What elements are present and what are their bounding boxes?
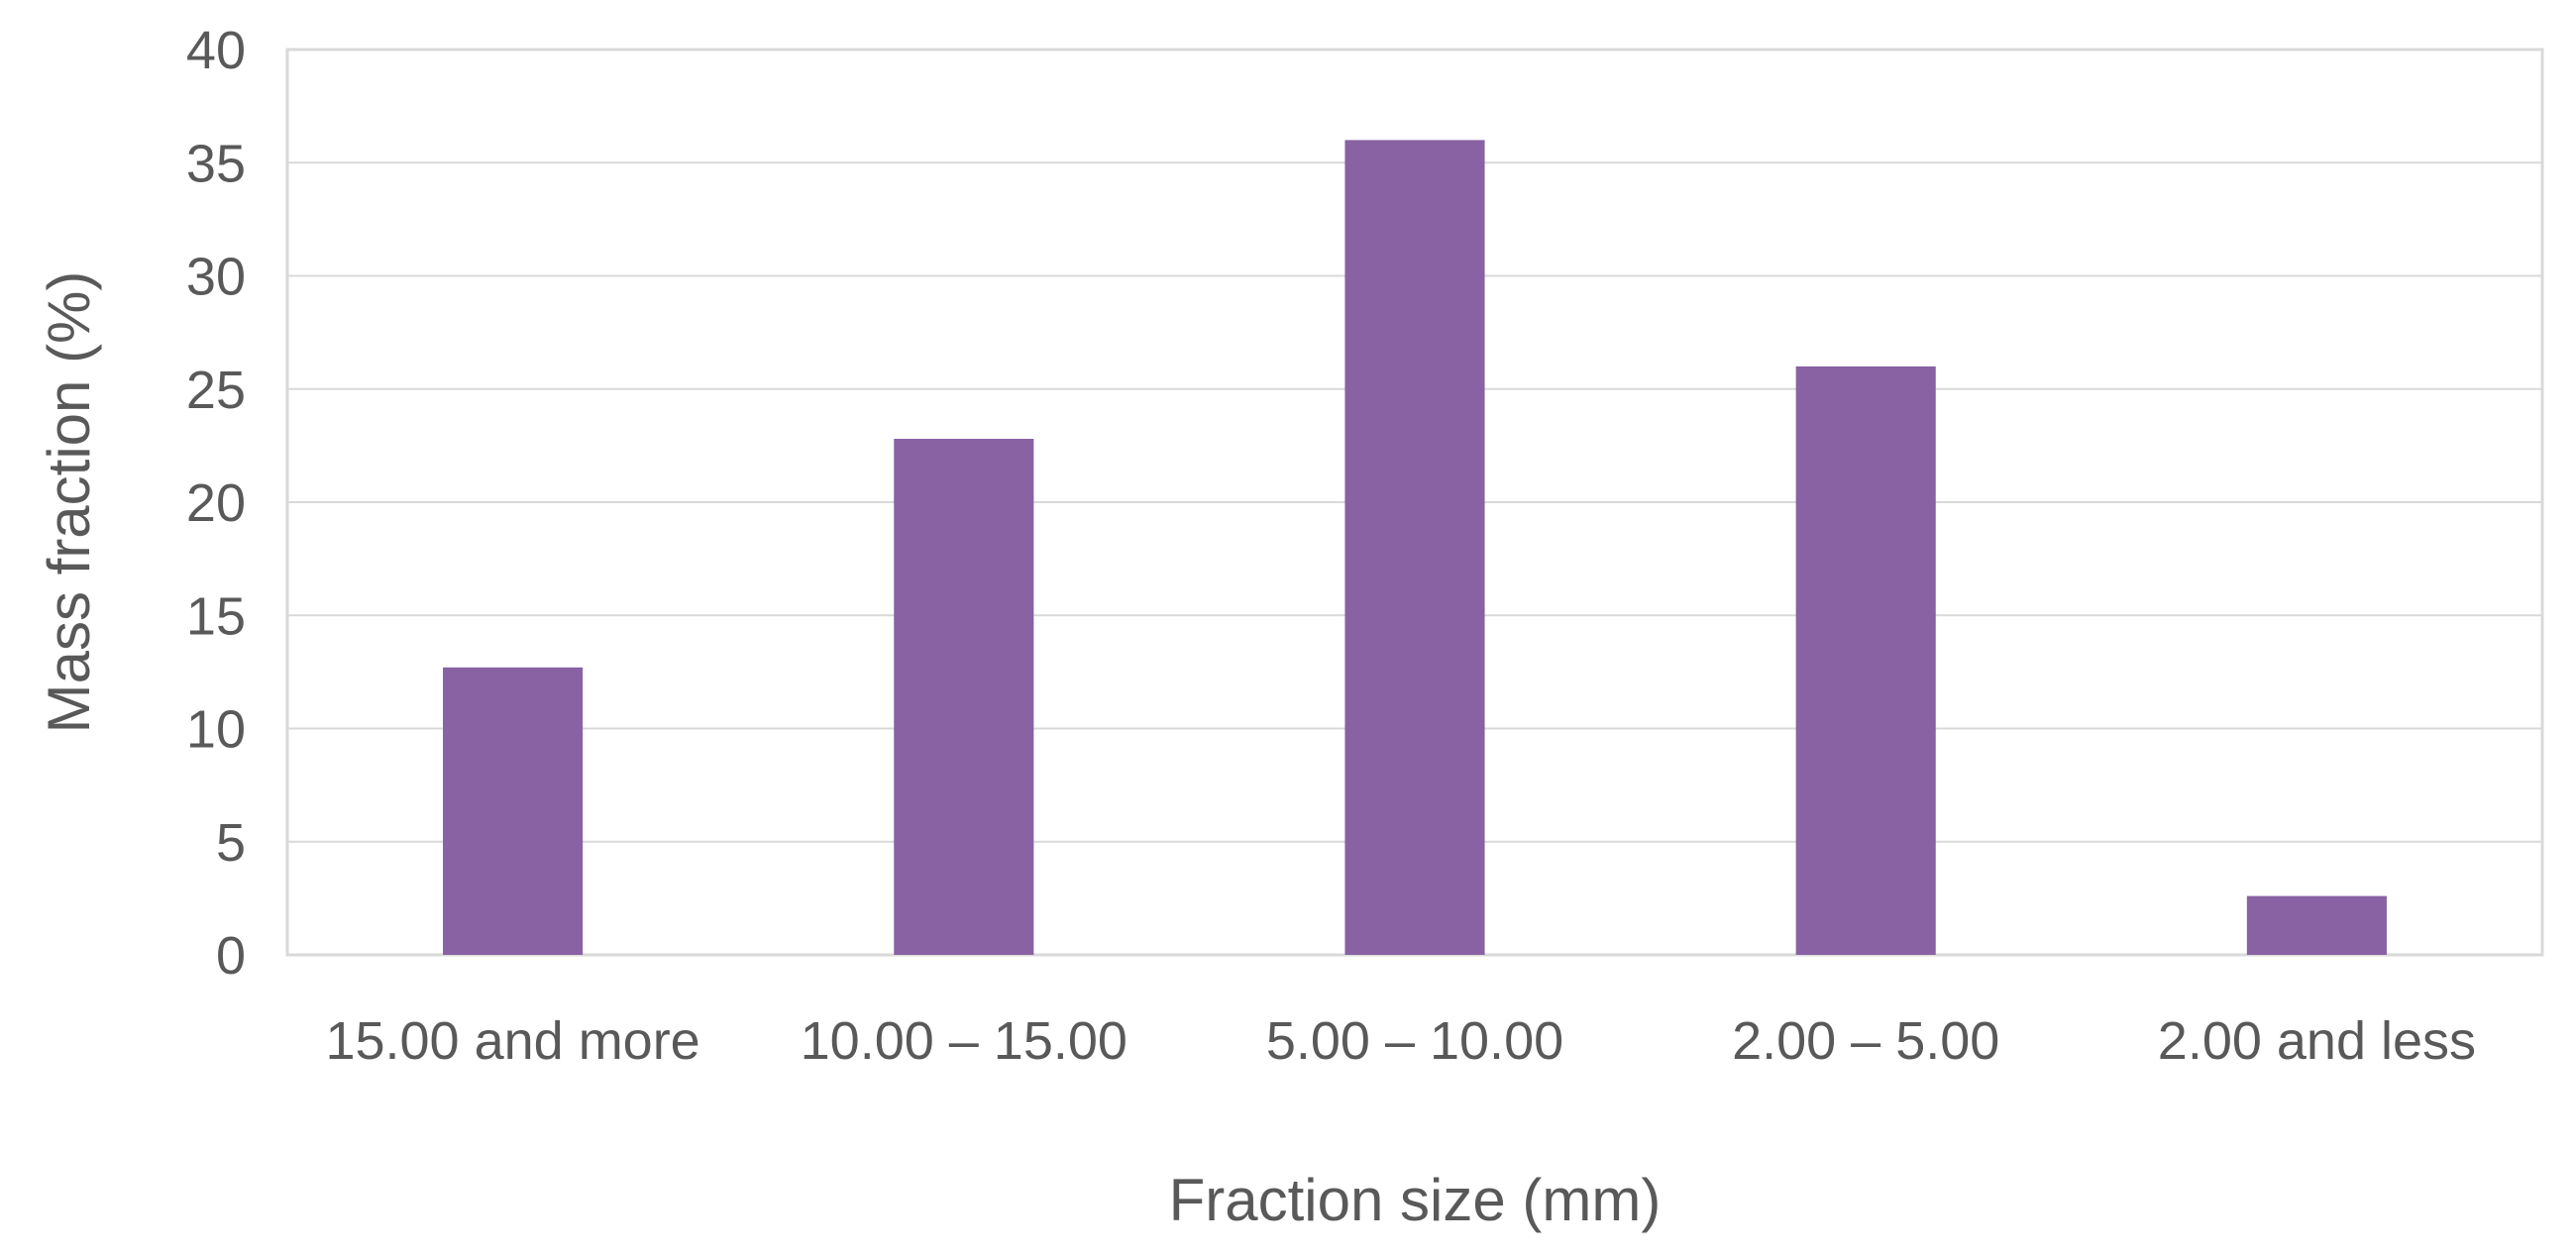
bars (443, 140, 2387, 955)
y-tick-label: 30 (186, 248, 246, 307)
bar (2246, 895, 2387, 955)
x-tick-label: 2.00 – 5.00 (1732, 1011, 1999, 1071)
x-tick-label: 2.00 and less (2158, 1011, 2476, 1071)
y-axis-title: Mass fraction (%) (36, 271, 102, 734)
x-tick-label: 5.00 – 10.00 (1266, 1011, 1563, 1071)
y-tick-label: 35 (186, 134, 246, 193)
bar (1795, 366, 1936, 955)
y-axis-ticks: 0 5 10 15 20 25 30 35 40 (186, 21, 246, 986)
y-tick-label: 15 (186, 586, 246, 646)
y-tick-label: 25 (186, 361, 246, 420)
y-tick-label: 0 (216, 926, 246, 986)
y-tick-label: 5 (216, 813, 246, 873)
bar (894, 439, 1034, 955)
x-tick-label: 10.00 – 15.00 (801, 1011, 1127, 1071)
y-tick-label: 20 (186, 473, 246, 533)
y-tick-label: 10 (186, 700, 246, 760)
bar (1344, 140, 1485, 955)
y-tick-label: 40 (186, 21, 246, 80)
bar (443, 667, 584, 955)
x-tick-label: 15.00 and more (325, 1011, 699, 1071)
x-axis-ticks: 15.00 and more 10.00 – 15.00 5.00 – 10.00 2… (325, 1011, 2476, 1071)
x-axis-title: Fraction size (mm) (1169, 1167, 1662, 1233)
